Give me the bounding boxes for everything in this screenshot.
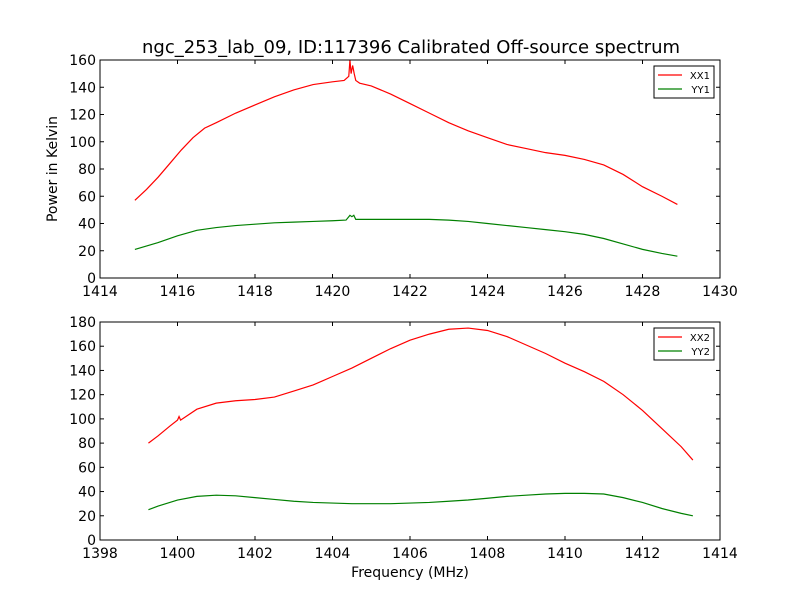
chart-title: ngc_253_lab_09, ID:117396 Calibrated Off…: [142, 37, 680, 58]
top-y-tick-label: 60: [78, 189, 96, 205]
top-axis-ticks: 1414 1416 1418 1420 1422 1424 1426 1428 1430 0 20 4…: [69, 53, 738, 300]
top-x-tick-label: 1418: [237, 284, 273, 300]
top-y-tick-label: 140: [69, 80, 96, 96]
top-x-tick-label: 1422: [392, 284, 428, 300]
top-y-tick-label: 160: [69, 53, 96, 69]
bottom-x-tick-label: 1398: [82, 546, 118, 562]
top-series-lines: [134, 59, 678, 257]
top-legend-box: [653, 65, 715, 99]
bottom-x-tick-label: 1404: [315, 546, 351, 562]
top-y-tick-label: 100: [69, 135, 96, 151]
bottom-legend-label-yy2: YY2: [690, 347, 710, 358]
top-legend-label-xx1: XX1: [690, 71, 710, 82]
bottom-y-tick-label: 40: [78, 485, 96, 501]
bottom-y-tick-label: 180: [69, 315, 96, 331]
bottom-x-tick-label: 1414: [702, 546, 738, 562]
bottom-series-lines: [148, 327, 694, 517]
bottom-x-axis-label: Frequency (MHz): [351, 565, 469, 581]
top-x-tick-label: 1424: [470, 284, 506, 300]
bottom-y-tick-label: 60: [78, 460, 96, 476]
plot-bottom: 1398 1400 1402 1404 1406 1408 1410 1412 1414 0 20 4…: [69, 315, 738, 581]
bottom-axis-ticks: 1398 1400 1402 1404 1406 1408 1410 1412 1414 0 20 4…: [69, 315, 738, 562]
bottom-y-tick-label: 0: [87, 533, 96, 549]
bottom-x-tick-label: 1402: [237, 546, 273, 562]
plot-top: 1414 1416 1418 1420 1422 1424 1426 1428 1430 0 20 4…: [45, 53, 738, 300]
bottom-y-tick-label: 140: [69, 363, 96, 379]
bottom-y-tick-label: 120: [69, 388, 96, 404]
top-y-tick-label: 40: [78, 217, 96, 233]
bottom-x-tick-label: 1408: [470, 546, 506, 562]
top-x-tick-label: 1420: [315, 284, 351, 300]
bottom-series-line-xx2: [148, 327, 694, 461]
top-y-tick-label: 120: [69, 108, 96, 124]
top-series-line-yy1: [134, 214, 678, 257]
bottom-y-tick-label: 100: [69, 412, 96, 428]
bottom-series-line-yy2: [148, 492, 693, 517]
bottom-x-tick-label: 1400: [160, 546, 196, 562]
top-y-tick-label: 80: [78, 162, 96, 178]
top-y-axis-label: Power in Kelvin: [45, 116, 61, 222]
top-y-tick-label: 0: [87, 271, 96, 287]
top-x-tick-label: 1426: [547, 284, 583, 300]
top-x-tick-label: 1414: [82, 284, 118, 300]
bottom-x-tick-label: 1412: [625, 546, 661, 562]
top-x-tick-label: 1430: [702, 284, 738, 300]
bottom-x-tick-label: 1406: [392, 546, 428, 562]
bottom-x-tick-label: 1410: [547, 546, 583, 562]
top-x-tick-label: 1428: [625, 284, 661, 300]
bottom-y-tick-label: 80: [78, 436, 96, 452]
bottom-legend-box: [653, 327, 715, 361]
bottom-y-tick-label: 20: [78, 509, 96, 525]
bottom-legend-label-xx2: XX2: [690, 333, 710, 344]
top-x-tick-label: 1416: [160, 284, 196, 300]
top-series-line-xx1: [134, 59, 678, 205]
top-y-tick-label: 20: [78, 244, 96, 260]
bottom-y-tick-label: 160: [69, 339, 96, 355]
top-legend-label-yy1: YY1: [690, 85, 710, 96]
